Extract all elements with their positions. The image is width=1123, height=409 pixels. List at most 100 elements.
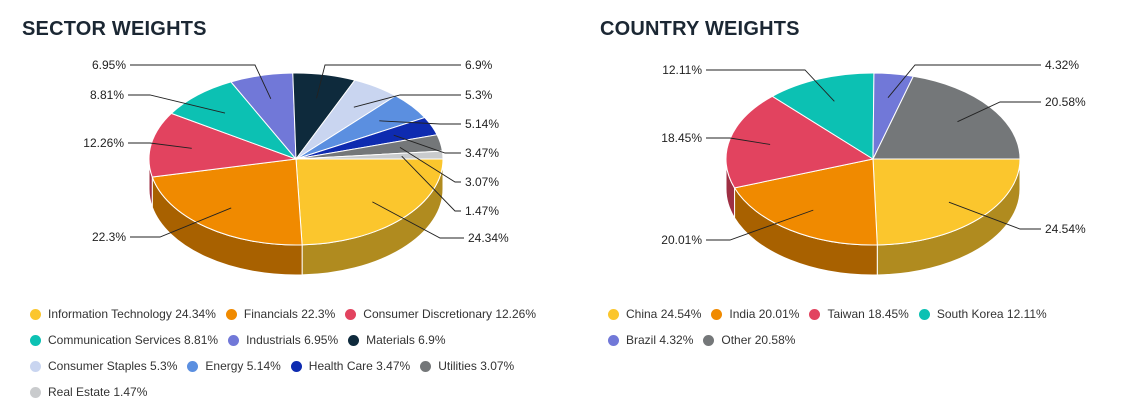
legend-swatch [608,308,619,320]
legend-row: Information Technology 24.34% Financials … [30,307,546,323]
data-label-communication-services: 8.81% [90,88,124,102]
legend-label: Financials 22.3% [243,307,336,321]
legend-swatch [348,334,360,346]
legend-label: Health Care 3.47% [308,359,411,373]
legend-item-south-korea[interactable]: South Korea 12.11% [918,307,1047,321]
legend-item-taiwan[interactable]: Taiwan 18.45% [809,307,909,321]
slice-real-estate[interactable] [295,150,444,160]
pie-slices [148,72,444,246]
country-weights-panel: COUNTRY WEIGHTS 24.54% 20.01% 18.45% 12.11%… [580,0,1123,409]
data-label-consumer-discretionary: 12.26% [83,136,124,150]
legend-label: Brazil 4.32% [626,333,694,347]
data-label-industrials: 6.95% [92,58,126,72]
country-weights-title: COUNTRY WEIGHTS [600,18,800,40]
legend-item-health-care[interactable]: Health Care 3.47% [290,359,411,373]
leader-line-china [948,201,1041,230]
legend-label: Consumer Staples 5.3% [48,359,178,373]
leader-line-real-estate [401,155,461,212]
legend-row: Consumer Staples 5.3% Energy 5.14% Health … [30,359,524,375]
legend-swatch [420,360,432,372]
legend-item-financials[interactable]: Financials 22.3% [225,307,336,321]
legend-row: China 24.54% India 20.01% Taiwan 18.45% Sou… [608,307,1057,323]
leader-line-information-technology [372,201,464,239]
legend-swatch [608,334,619,346]
data-label-energy: 5.14% [465,117,499,131]
legend-item-india[interactable]: India 20.01% [711,307,799,321]
legend-label: Utilities 3.07% [438,359,515,373]
legend-label: Taiwan 18.45% [827,307,909,321]
leader-line-consumer-discretionary [128,142,192,149]
data-label-financials: 22.3% [92,230,126,244]
legend-swatch [918,308,930,320]
legend-label: Real Estate 1.47% [48,385,148,399]
legend-item-information-technology[interactable]: Information Technology 24.34% [30,307,216,321]
data-label-brazil: 4.32% [1045,58,1079,72]
slice-financials[interactable] [151,158,303,246]
data-label-south-korea: 12.11% [662,63,702,77]
data-label-taiwan: 18.45% [661,131,702,145]
slice-communication-services[interactable] [170,81,298,161]
leader-line-south-korea [706,69,835,102]
legend-row: Communication Services 8.81% Industrials … [30,333,456,349]
legend-row: Real Estate 1.47% [30,385,157,401]
data-label-real-estate: 1.47% [465,204,499,218]
data-label-india: 20.01% [661,233,702,247]
slice-other[interactable] [872,75,1021,160]
legend-item-energy[interactable]: Energy 5.14% [187,359,281,373]
legend-item-consumer-staples[interactable]: Consumer Staples 5.3% [30,359,177,373]
legend-swatch [187,360,199,372]
leader-line-health-care [393,134,461,154]
leader-line-other [957,101,1041,123]
data-label-health-care: 3.47% [465,146,499,160]
pie-slices [725,72,1021,246]
data-label-materials: 6.9% [465,58,493,72]
legend-item-real-estate[interactable]: Real Estate 1.47% [30,385,147,399]
country-pie-chart: 24.54% 20.01% 18.45% 12.11% 4.32% 20.58% [661,58,1086,276]
leader-line-brazil [887,64,1041,98]
legend-item-communication-services[interactable]: Communication Services 8.81% [30,333,218,347]
leader-line-energy [379,120,461,125]
legend-label: Materials 6.9% [366,333,446,347]
leader-line-financials [130,207,232,238]
legend-row: Brazil 4.32% Other 20.58% [608,333,805,349]
sector-weights-title: SECTOR WEIGHTS [22,18,207,40]
legend-label: Communication Services 8.81% [48,333,219,347]
leader-line-consumer-staples [353,94,461,108]
leader-line-communication-services [128,94,226,114]
slice-south-korea[interactable] [771,72,875,160]
legend-label: India 20.01% [729,307,800,321]
data-label-china: 24.54% [1045,222,1086,236]
leader-line-industrials [130,64,272,100]
leader-line-india [706,209,814,241]
legend-item-china[interactable]: China 24.54% [608,307,701,321]
legend-item-consumer-discretionary[interactable]: Consumer Discretionary 12.26% [345,307,536,321]
legend-swatch [30,386,41,398]
legend-swatch [809,308,821,320]
legend-label: China 24.54% [626,307,702,321]
legend-swatch [225,308,237,320]
legend-swatch [30,360,41,372]
legend-item-brazil[interactable]: Brazil 4.32% [608,333,693,347]
data-label-utilities: 3.07% [465,175,499,189]
legend-swatch [703,334,715,346]
slice-china[interactable] [872,158,1021,246]
legend-item-other[interactable]: Other 20.58% [703,333,795,347]
slice-consumer-discretionary[interactable] [148,112,297,178]
legend-swatch [228,334,240,346]
legend-item-utilities[interactable]: Utilities 3.07% [420,359,514,373]
legend-label: Consumer Discretionary 12.26% [363,307,537,321]
data-label-information-technology: 24.34% [468,231,509,245]
slice-taiwan[interactable] [725,95,875,189]
legend-label: Energy 5.14% [205,359,281,373]
pie-data-labels: 24.34% 22.3% 12.26% 8.81% 6.95% 6.9% 5.3% 5.14%… [83,58,509,245]
legend-swatch [30,334,41,346]
legend-label: Information Technology 24.34% [48,307,216,321]
legend-label: South Korea 12.11% [936,307,1047,321]
data-label-other: 20.58% [1045,95,1086,109]
leader-line-materials [316,64,461,99]
legend-item-industrials[interactable]: Industrials 6.95% [228,333,338,347]
sector-pie-chart: 24.34% 22.3% 12.26% 8.81% 6.95% 6.9% 5.3% 5.14%… [83,58,509,276]
legend-item-materials[interactable]: Materials 6.9% [348,333,446,347]
data-label-consumer-staples: 5.3% [465,88,493,102]
leader-line-taiwan [706,137,771,145]
